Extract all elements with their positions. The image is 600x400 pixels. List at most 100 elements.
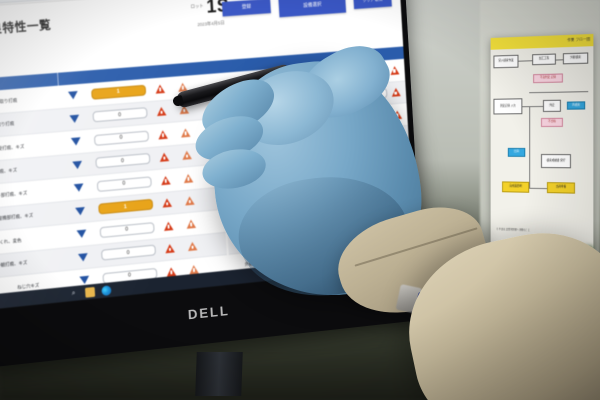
file-explorer-icon[interactable] <box>84 286 96 298</box>
warning-icon-cell[interactable] <box>171 82 194 93</box>
chevron-down-icon[interactable] <box>319 94 330 103</box>
count-input[interactable]: 0 <box>333 65 386 81</box>
row-dropdown[interactable] <box>318 183 341 193</box>
count-input[interactable]: 0 <box>340 176 393 193</box>
warning-icon-cell[interactable] <box>158 243 181 254</box>
warning-triangle-icon[interactable] <box>184 196 195 206</box>
chevron-down-icon[interactable] <box>73 183 84 193</box>
warning-triangle-icon[interactable] <box>157 129 168 140</box>
count-input-cell[interactable]: 0 <box>333 65 386 81</box>
warning-triangle-icon[interactable] <box>179 104 190 115</box>
count-input[interactable]: 0 <box>336 110 389 126</box>
count-input[interactable]: 1 <box>343 221 396 237</box>
warning-icon-cell[interactable] <box>151 129 174 140</box>
row-dropdown[interactable] <box>64 183 93 193</box>
row-dropdown[interactable] <box>317 161 340 171</box>
count-input-cell[interactable]: 0 <box>96 221 158 239</box>
warning-icon-cell[interactable] <box>154 175 177 186</box>
count-input[interactable]: 0 <box>92 107 148 123</box>
warning-triangle-icon[interactable] <box>177 82 188 92</box>
row-dropdown[interactable] <box>58 91 87 101</box>
count-input[interactable]: 0 <box>94 153 150 169</box>
count-input-cell[interactable]: 1 <box>94 199 156 215</box>
count-input[interactable]: 0 <box>96 176 152 192</box>
row-dropdown[interactable] <box>320 205 343 215</box>
chevron-down-icon[interactable] <box>70 137 82 147</box>
chevron-down-icon[interactable] <box>329 250 339 260</box>
warning-triangle-icon[interactable] <box>398 221 409 231</box>
warning-icon-cell[interactable] <box>387 87 405 98</box>
count-input[interactable]: 0 <box>335 87 388 103</box>
chevron-down-icon[interactable] <box>326 206 336 215</box>
system-tray[interactable]: 16°C <box>392 255 416 265</box>
warning-triangle-icon[interactable] <box>390 87 401 98</box>
row-dropdown[interactable] <box>65 206 94 217</box>
warning-icon-cell[interactable] <box>385 65 403 75</box>
row-dropdown[interactable] <box>314 116 337 126</box>
count-input[interactable]: 0 <box>99 221 155 238</box>
count-input-cell[interactable]: 0 <box>339 154 392 170</box>
row-dropdown[interactable] <box>68 252 97 263</box>
chevron-down-icon[interactable] <box>327 228 338 238</box>
row-dropdown[interactable] <box>63 160 92 170</box>
warning-icon-cell[interactable] <box>174 127 197 138</box>
count-input[interactable]: 0 <box>93 130 149 146</box>
warning-icon-cell[interactable] <box>388 110 406 120</box>
count-input-cell[interactable]: 0 <box>335 87 388 103</box>
count-input[interactable]: 1 <box>90 84 146 100</box>
edge-browser-icon[interactable] <box>101 284 112 296</box>
warning-icon-cell[interactable] <box>389 132 407 142</box>
count-input-cell[interactable]: 0 <box>93 176 155 192</box>
warning-icon-cell[interactable] <box>155 198 178 209</box>
warning-icon-cell[interactable] <box>175 150 198 161</box>
warning-triangle-icon[interactable] <box>392 110 402 120</box>
warning-icon-cell[interactable] <box>148 83 171 94</box>
chevron-down-icon[interactable] <box>76 229 87 239</box>
chevron-down-icon[interactable] <box>318 71 328 81</box>
warning-triangle-icon[interactable] <box>163 221 174 231</box>
warning-icon-cell[interactable] <box>395 221 413 231</box>
clear-button[interactable]: クリア 取消 <box>353 0 392 10</box>
row-dropdown[interactable] <box>60 114 89 124</box>
warning-triangle-icon[interactable] <box>162 198 173 208</box>
warning-triangle-icon[interactable] <box>180 127 191 138</box>
action-button-row[interactable]: 登録 設備選択 クリア 取消 <box>221 0 392 21</box>
row-dropdown[interactable] <box>321 228 344 238</box>
count-input[interactable]: 0 <box>339 154 392 170</box>
count-input-cell[interactable]: 0 <box>337 132 390 148</box>
warning-triangle-icon[interactable] <box>160 175 171 185</box>
register-button[interactable]: 登録 <box>221 0 271 17</box>
row-dropdown[interactable] <box>67 229 96 240</box>
chevron-down-icon[interactable] <box>320 116 331 125</box>
count-input[interactable]: 0 <box>100 244 156 261</box>
chevron-down-icon[interactable] <box>75 206 86 216</box>
warning-icon-cell[interactable] <box>150 106 173 117</box>
chevron-down-icon[interactable] <box>77 252 89 262</box>
count-input[interactable]: 1 <box>97 199 153 215</box>
warning-triangle-icon[interactable] <box>155 83 166 94</box>
count-input-cell[interactable]: 0 <box>91 153 153 169</box>
warning-triangle-icon[interactable] <box>164 243 175 254</box>
warning-triangle-icon[interactable] <box>183 173 194 183</box>
warning-icon-cell[interactable] <box>180 218 203 229</box>
warning-triangle-icon[interactable] <box>187 241 198 252</box>
count-input[interactable]: 0 <box>341 199 394 215</box>
warning-icon-cell[interactable] <box>393 198 411 209</box>
warning-icon-cell[interactable] <box>177 173 200 184</box>
batch-select-button[interactable]: 設備選択 <box>278 0 347 18</box>
chevron-down-icon[interactable] <box>325 183 335 193</box>
warning-icon-cell[interactable] <box>178 196 201 207</box>
warning-icon-cell[interactable] <box>181 241 204 252</box>
count-input-cell[interactable]: 0 <box>341 199 394 215</box>
count-input-cell[interactable]: 1 <box>87 84 149 100</box>
warning-triangle-icon[interactable] <box>393 132 404 142</box>
warning-triangle-icon[interactable] <box>394 154 405 164</box>
warning-triangle-icon[interactable] <box>181 150 192 161</box>
row-dropdown[interactable] <box>313 94 336 103</box>
warning-triangle-icon[interactable] <box>186 218 197 229</box>
count-input-cell[interactable]: 0 <box>340 176 393 193</box>
chevron-down-icon[interactable] <box>72 160 83 170</box>
warning-icon-cell[interactable] <box>391 154 409 164</box>
warning-icon-cell[interactable] <box>173 104 196 115</box>
warning-triangle-icon[interactable] <box>396 176 406 187</box>
